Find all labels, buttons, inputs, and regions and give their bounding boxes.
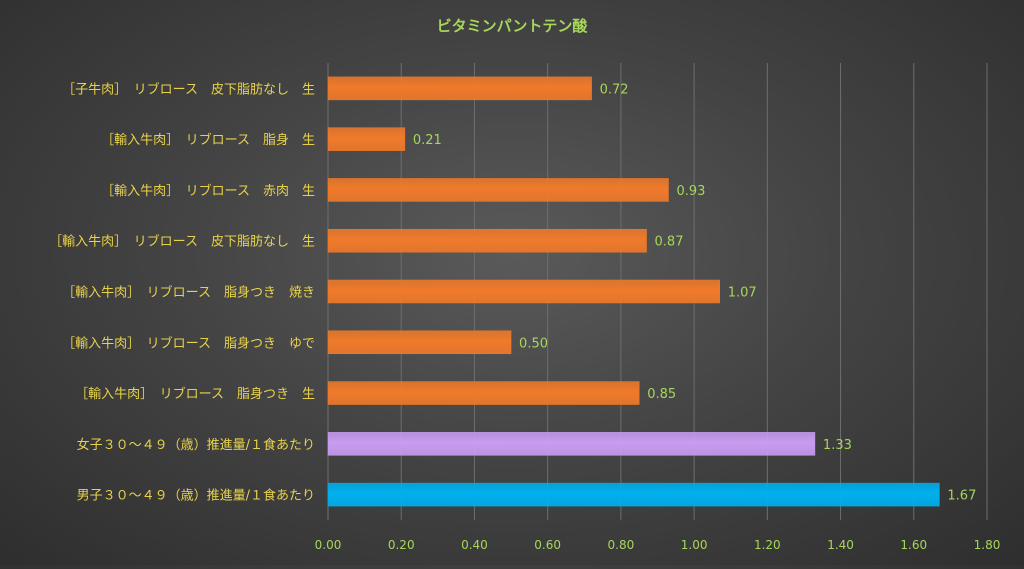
bar (327, 381, 640, 405)
bar-value-label: 1.07 (728, 286, 757, 301)
x-tick-label: 0.00 (315, 538, 342, 552)
x-tick-label: 0.80 (608, 538, 635, 552)
x-tick-label: 1.60 (900, 538, 927, 552)
x-tick-label: 0.60 (534, 538, 561, 552)
chart-title: ビタミンパントテン酸 (437, 17, 589, 35)
bar (327, 482, 940, 507)
bar-value-label: 0.72 (600, 82, 629, 97)
bar (327, 76, 592, 101)
bar-value-label: 0.50 (519, 336, 548, 351)
category-label: ［輸入牛肉］ リブロース 脂身つき 焼き (62, 285, 315, 301)
bar-value-label: 0.93 (676, 184, 705, 199)
label-layer: 0.00 0.20 0.40 0.60 0.80 1.00 1.20 1.40 1.60 1.80… (49, 81, 1000, 552)
category-label: ［輸入牛肉］ リブロース 脂身 生 (101, 132, 315, 148)
bar (327, 432, 816, 456)
category-label: 男子３０～４９（歳）推進量/１食あたり (77, 488, 315, 504)
x-tick-label: 1.40 (827, 538, 854, 552)
category-label: ［子牛肉］ リブロース 皮下脂肪なし 生 (62, 81, 315, 97)
bar (327, 330, 512, 355)
category-label: ［輸入牛肉］ リブロース 皮下脂肪なし 生 (49, 234, 315, 250)
category-label: ［輸入牛肉］ リブロース 脂身つき 生 (75, 386, 315, 402)
x-tick-label: 0.40 (461, 538, 488, 552)
bar-value-label: 0.87 (655, 235, 684, 250)
bar-value-label: 0.85 (647, 387, 676, 402)
x-tick-label: 1.00 (681, 538, 708, 552)
bar (327, 228, 647, 253)
x-tick-label: 1.20 (754, 538, 781, 552)
x-tick-label: 1.80 (974, 538, 1001, 552)
bar (327, 127, 406, 151)
bar (327, 178, 669, 202)
category-label: ［輸入牛肉］ リブロース 赤肉 生 (101, 183, 315, 199)
x-tick-label: 0.20 (388, 538, 415, 552)
bar-value-label: 1.67 (947, 489, 976, 504)
bar-value-label: 1.33 (823, 438, 852, 453)
bar-value-label: 0.21 (413, 133, 442, 148)
bar (327, 279, 720, 304)
category-label: 女子３０～４９（歳）推進量/１食あたり (77, 437, 315, 453)
category-label: ［輸入牛肉］ リブロース 脂身つき ゆで (62, 335, 315, 351)
bar-layer (327, 76, 940, 507)
